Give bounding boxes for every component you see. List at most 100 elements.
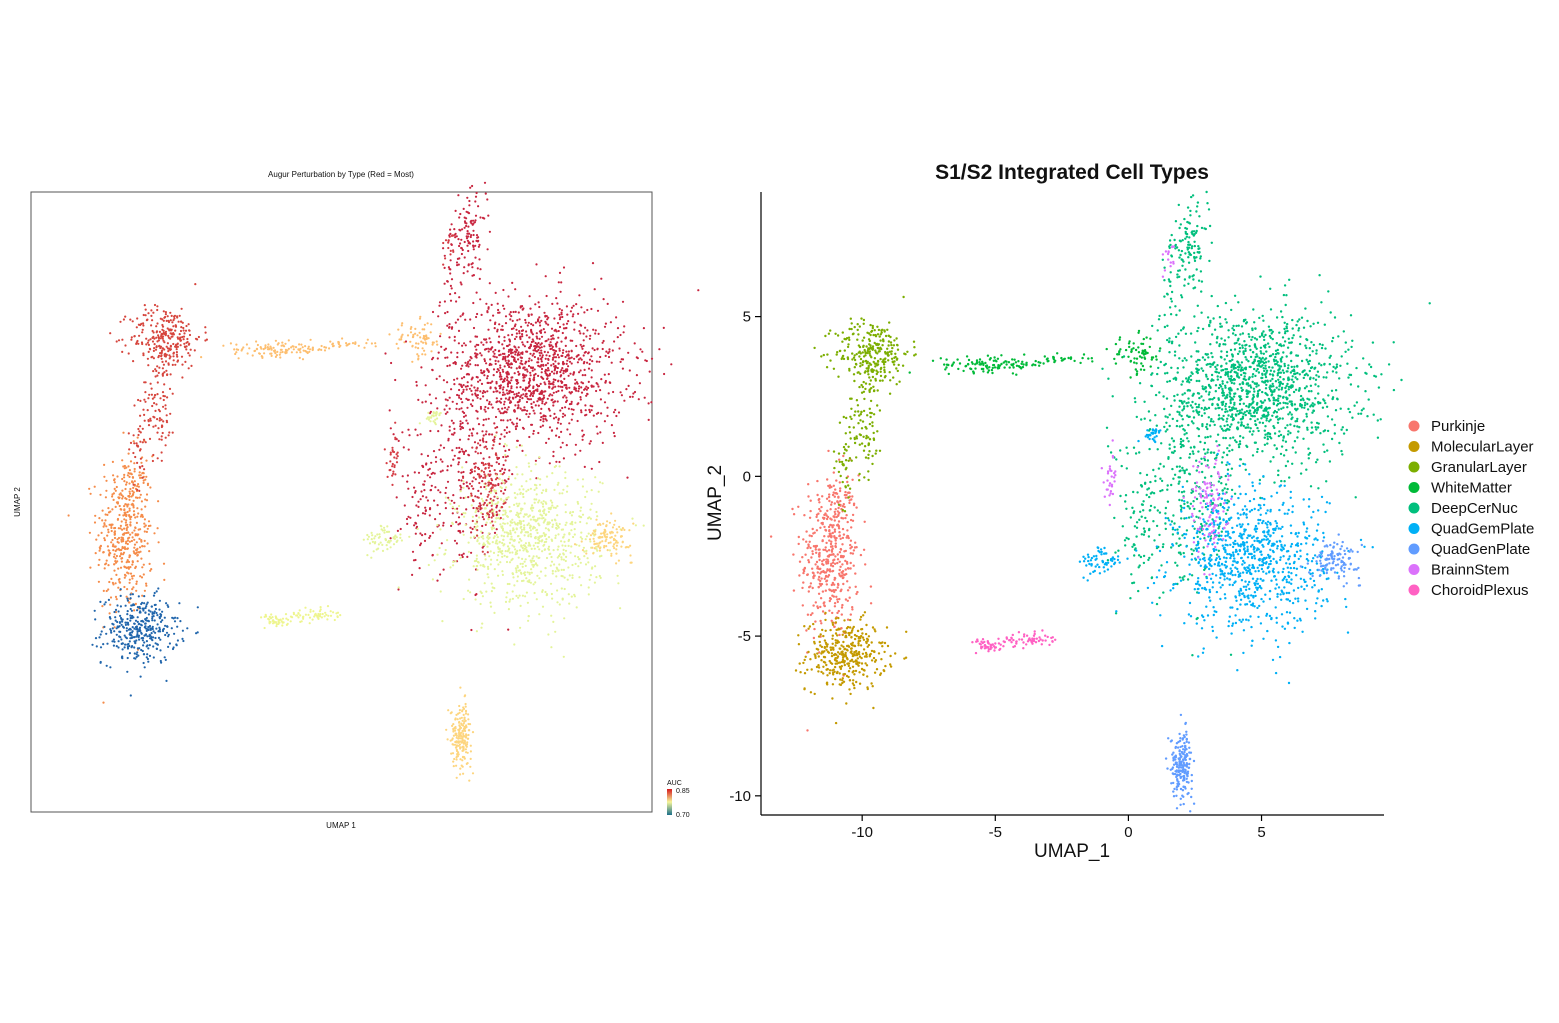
augur-point-deepcernuc: [619, 360, 622, 363]
augur-point-deepcernuc: [446, 364, 449, 368]
augur-point-granularlayer: [136, 317, 139, 320]
augur-point-brainnstem: [449, 253, 452, 256]
augur-point-deepcernuc: [450, 327, 453, 330]
augur-point-quadgemplate: [588, 578, 591, 581]
colorbar-min-label: 0.70: [676, 812, 690, 819]
augur-point-deepcernuc: [569, 372, 572, 375]
augur-point-choroidplexus: [319, 608, 322, 611]
augur-point-granularlayer: [171, 431, 174, 434]
augur-point-deepcernuc: [470, 432, 473, 435]
augur-point-deepcernuc: [594, 329, 597, 332]
augur-point-purkinje: [99, 493, 102, 496]
augur-point-deepcernuc: [479, 379, 482, 382]
augur-point-quadgemplate: [489, 605, 493, 608]
augur-point-granularlayer: [150, 393, 153, 396]
augur-point-deepcernuc: [563, 384, 566, 387]
augur-point-deepcernuc: [462, 207, 465, 210]
augur-point-granularlayer: [177, 320, 180, 323]
augur-point-whitematter: [348, 342, 351, 345]
augur-point-deepcernuc: [471, 399, 474, 402]
augur-point-quadgemplate: [549, 582, 553, 585]
augur-point-deepcernuc: [536, 388, 539, 391]
point-purkinje: [807, 590, 810, 593]
augur-point-granularlayer: [180, 326, 183, 329]
augur-point-quadgemplate: [498, 477, 501, 480]
augur-point-deepcernuc: [485, 302, 488, 305]
augur-point-deepcernuc: [508, 396, 511, 399]
augur-point-quadgemplate: [538, 517, 541, 520]
augur-point-deepcernuc: [462, 388, 465, 391]
augur-point-whitematter: [281, 350, 284, 354]
augur-point-whitematter: [423, 328, 426, 331]
augur-point-deepcernuc: [532, 391, 536, 395]
augur-point-deepcernuc: [562, 372, 565, 375]
augur-point-quadgemplate: [534, 541, 537, 545]
augur-point-deepcernuc: [537, 431, 540, 435]
augur-point-quadgemplate: [511, 597, 514, 600]
augur-point-molecularlayer: [130, 609, 133, 612]
augur-point-deepcernuc: [570, 306, 574, 309]
augur-point-whitematter: [308, 348, 312, 351]
augur-point-purkinje: [129, 460, 133, 463]
augur-point-deepcernuc: [491, 447, 494, 450]
augur-point-quadgenplate: [613, 523, 616, 526]
augur-point-quadgemplate: [580, 584, 583, 587]
augur-point-whitematter: [302, 349, 305, 352]
augur-point-deepcernuc: [566, 313, 569, 316]
augur-point-deepcernuc: [444, 347, 448, 350]
augur-point-quadgenplate: [465, 734, 468, 737]
augur-point-granularlayer: [182, 329, 185, 332]
augur-point-quadgemplate: [519, 604, 522, 608]
augur-point-molecularlayer: [125, 629, 128, 632]
augur-point-deepcernuc: [581, 347, 584, 350]
augur-point-deepcernuc: [444, 398, 447, 401]
augur-point-quadgenplate: [593, 540, 596, 543]
augur-point-granularlayer: [163, 371, 166, 374]
augur-point-deepcernuc: [498, 442, 501, 445]
augur-point-quadgemplate: [546, 523, 549, 526]
augur-point-quadgemplate: [511, 518, 514, 521]
augur-point-deepcernuc: [499, 437, 502, 440]
augur-point-granularlayer: [159, 352, 162, 355]
augur-point-quadgemplate: [501, 541, 504, 545]
augur-point-deepcernuc: [420, 366, 423, 369]
augur-point-purkinje: [113, 536, 117, 540]
point-purkinje: [802, 581, 805, 584]
augur-point-quadgemplate: [514, 477, 517, 480]
augur-point-granularlayer: [124, 344, 127, 347]
augur-point-granularlayer: [179, 344, 182, 347]
augur-point-deepcernuc: [541, 400, 544, 403]
augur-point-granularlayer: [161, 431, 164, 435]
augur-point-purkinje: [123, 585, 126, 589]
augur-point-quadgemplate: [577, 558, 581, 561]
augur-point-deepcernuc: [587, 367, 591, 370]
point-purkinje: [827, 560, 830, 563]
point-purkinje: [823, 535, 826, 538]
augur-point-quadgemplate: [458, 504, 461, 508]
augur-point-deepcernuc: [532, 349, 535, 352]
augur-point-quadgemplate: [523, 560, 526, 563]
augur-point-quadgemplate: [552, 549, 555, 552]
augur-point-purkinje: [118, 504, 121, 508]
augur-point-quadgemplate: [452, 560, 455, 564]
augur-point-deepcernuc: [650, 401, 653, 404]
augur-point-deepcernuc: [596, 309, 600, 312]
augur-point-deepcernuc: [474, 256, 477, 259]
augur-point-deepcernuc: [480, 313, 483, 316]
augur-point-whitematter: [278, 353, 281, 356]
augur-point-quadgemplate: [585, 535, 589, 538]
augur-point-deepcernuc: [470, 234, 473, 237]
augur-point-molecularlayer: [130, 634, 133, 637]
augur-point-deepcernuc: [461, 555, 464, 559]
augur-point-quadgemplate: [378, 533, 381, 536]
augur-point-deepcernuc: [434, 397, 438, 400]
augur-point-quadgemplate: [481, 595, 484, 598]
augur-point-deepcernuc: [474, 200, 477, 203]
augur-point-deepcernuc: [477, 380, 480, 383]
augur-point-granularlayer: [137, 427, 140, 431]
augur-point-deepcernuc: [411, 573, 414, 577]
augur-point-quadgemplate: [370, 538, 373, 541]
augur-point-deepcernuc: [397, 439, 400, 442]
augur-point-quadgenplate: [454, 717, 457, 720]
augur-point-deepcernuc: [466, 230, 469, 233]
